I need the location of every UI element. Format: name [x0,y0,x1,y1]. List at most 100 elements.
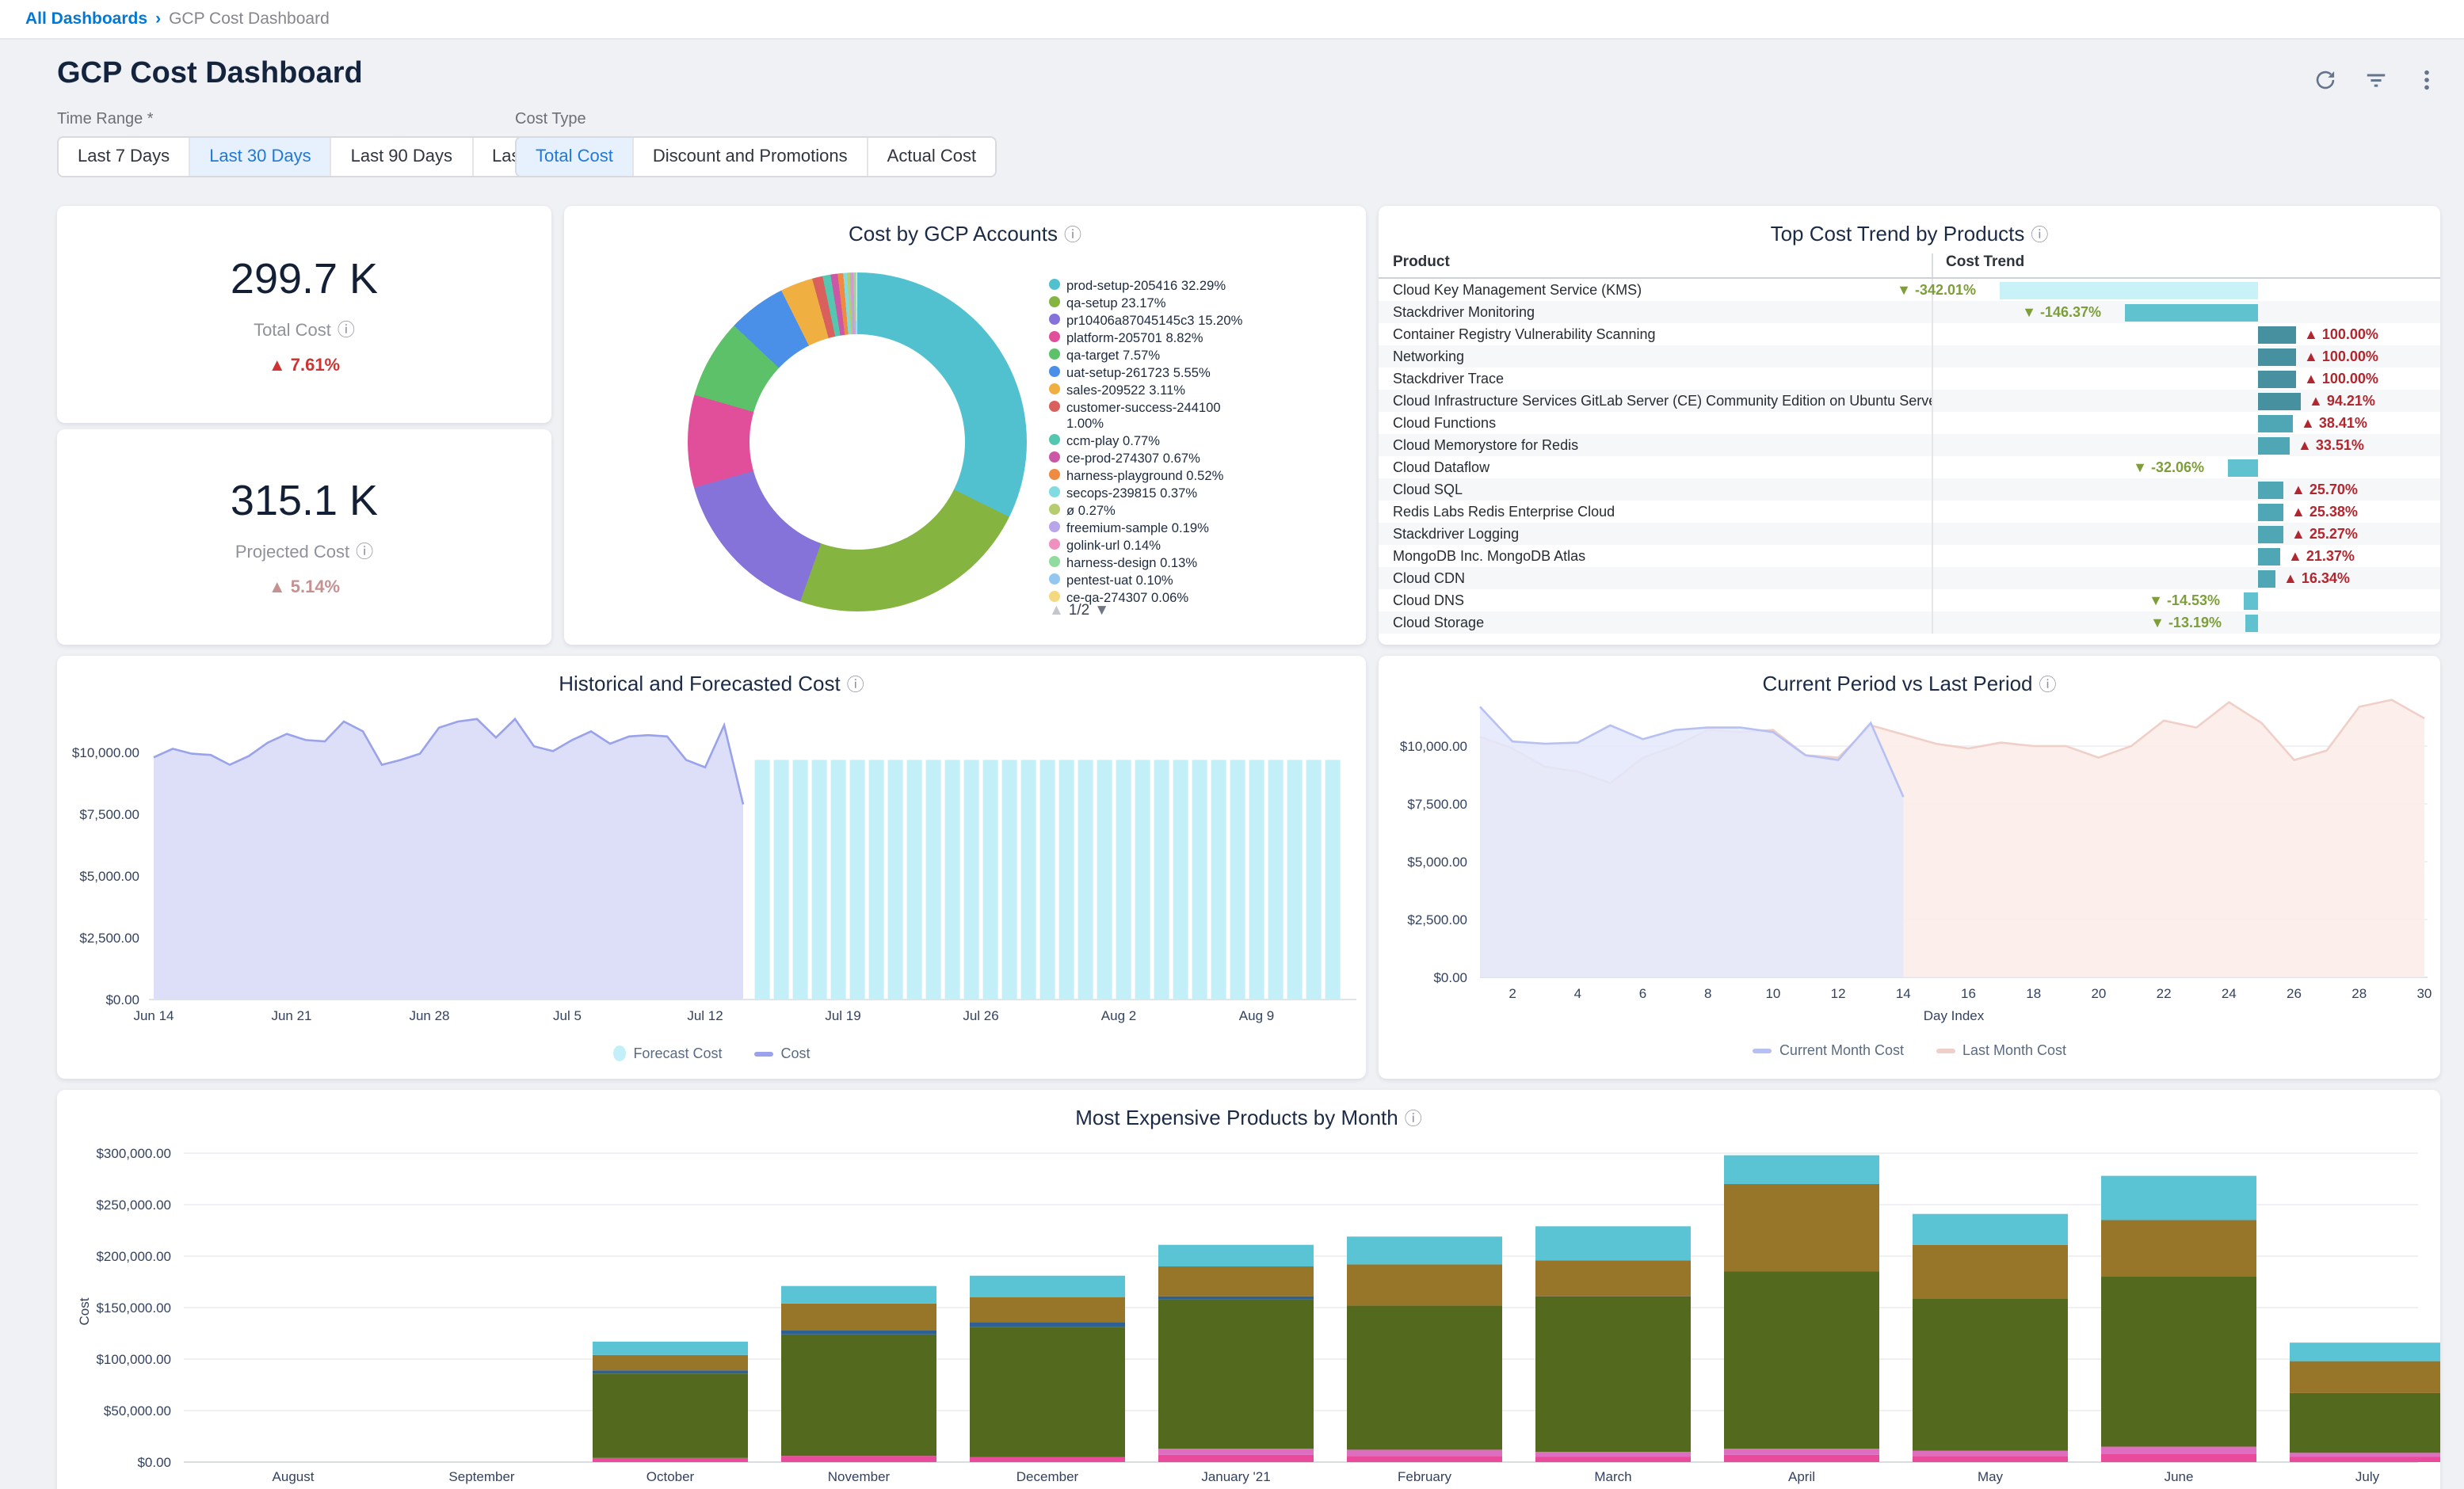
legend-last-month-cost[interactable]: Last Month Cost [1936,1042,2066,1058]
table-row[interactable]: Cloud Functions ▲ 38.41% [1379,412,2440,434]
historical-forecast-title: Historical and Forecasted Cost ⓘ [559,672,864,695]
table-row[interactable]: Cloud SQL ▲ 25.70% [1379,478,2440,501]
info-icon[interactable]: ⓘ [337,321,355,340]
filter-button[interactable] [2356,60,2394,98]
trend-bar [2258,547,2280,565]
trend-value: ▲ 33.51% [2298,437,2364,453]
svg-text:26: 26 [2287,986,2302,1001]
product-column-header[interactable]: Product [1393,253,1450,271]
current-vs-last-period-chart[interactable]: $10,000.00 $7,500.00 $5,000.00 $2,500.00 $0.… [1379,691,2440,1031]
table-row[interactable]: Redis Labs Redis Enterprise Cloud ▲ 25.38… [1379,501,2440,523]
breadcrumb-all-dashboards-link[interactable]: All Dashboards [25,10,148,29]
legend-page-down-icon[interactable]: ▼ [1094,602,1110,619]
time-range-last-90-days-button[interactable]: Last 90 Days [330,138,471,176]
breadcrumb: All Dashboards › GCP Cost Dashboard [0,0,2464,40]
table-row[interactable]: Cloud Storage ▼ -13.19% [1379,611,2440,634]
legend-current-month-cost[interactable]: Current Month Cost [1752,1042,1904,1058]
legend-item[interactable]: qa-target 7.57% [1049,347,1244,363]
legend-item[interactable]: ø 0.27% [1049,502,1244,518]
product-cell: Cloud DNS [1393,592,1465,608]
legend-item[interactable]: sales-209522 3.11% [1049,382,1244,398]
legend-dot-icon [1049,279,1060,290]
legend-item[interactable]: prod-setup-205416 32.29% [1049,277,1244,293]
table-row[interactable]: Stackdriver Monitoring ▼ -146.37% [1379,301,2440,323]
cost-trend-cell: ▼ -32.06% [1932,456,2440,478]
legend-item[interactable]: pr10406a87045145c3 15.20% [1049,312,1244,328]
cost-type-discount-promotions-button[interactable]: Discount and Promotions [631,138,867,176]
legend-page-up-icon[interactable]: ▲ [1049,602,1064,619]
trend-bar [2244,592,2258,609]
table-row[interactable]: Cloud Dataflow ▼ -32.06% [1379,456,2440,478]
table-row[interactable]: Networking ▲ 100.00% [1379,345,2440,367]
legend-item[interactable]: harness-playground 0.52% [1049,467,1244,483]
period-chart-legend: Current Month Cost Last Month Cost [1379,1042,2440,1058]
breadcrumb-chevron-icon: › [155,10,162,29]
table-row[interactable]: Stackdriver Trace ▲ 100.00% [1379,367,2440,390]
table-row[interactable]: MongoDB Inc. MongoDB Atlas ▲ 21.37% [1379,545,2440,567]
time-range-last-7-days-button[interactable]: Last 7 Days [59,138,189,176]
trend-bar [2245,614,2258,631]
time-range-last-30-days-button[interactable]: Last 30 Days [189,138,330,176]
svg-text:Jun 14: Jun 14 [133,1008,174,1023]
legend-item[interactable]: ce-prod-274307 0.67% [1049,450,1244,466]
cost-trend-cell: ▼ -14.53% [1932,589,2440,611]
table-row[interactable]: Stackdriver Logging ▲ 25.27% [1379,523,2440,545]
table-row[interactable]: Container Registry Vulnerability Scannin… [1379,323,2440,345]
monthly-stacked-bar-chart[interactable]: $0.00 $50,000.00 $100,000.00 $150,000.00 $20… [57,1090,2440,1489]
table-row[interactable]: Cloud Infrastructure Services GitLab Ser… [1379,390,2440,412]
svg-text:$0.00: $0.00 [1433,970,1467,985]
product-cell: Cloud Functions [1393,415,1497,431]
historical-forecast-chart[interactable]: $10,000.00 $7,500.00 $5,000.00 $2,500.00 $0.… [57,691,1366,1042]
legend-item[interactable]: secops-239815 0.37% [1049,485,1244,501]
table-row[interactable]: Cloud CDN ▲ 16.34% [1379,567,2440,589]
total-cost-label: Total Cost ⓘ [254,321,355,340]
refresh-button[interactable] [2306,60,2344,98]
legend-item[interactable]: freemium-sample 0.19% [1049,520,1244,535]
info-icon[interactable]: ⓘ [1064,227,1081,246]
time-range-label: Time Range * [57,111,154,128]
table-row[interactable]: Cloud DNS ▼ -14.53% [1379,589,2440,611]
legend-label: secops-239815 0.37% [1066,485,1198,501]
info-icon[interactable]: ⓘ [2031,227,2049,246]
legend-dot-icon [1049,451,1060,463]
forecast-cost-marker-icon [612,1045,626,1061]
kebab-menu-button[interactable] [2407,60,2445,98]
info-icon[interactable]: ⓘ [2039,676,2057,695]
cost-type-actual-cost-button[interactable]: Actual Cost [866,138,996,176]
trend-bar [2258,370,2296,387]
svg-text:$7,500.00: $7,500.00 [79,807,139,822]
info-icon[interactable]: ⓘ [356,543,374,562]
legend-item[interactable]: golink-url 0.14% [1049,537,1244,553]
svg-text:$0.00: $0.00 [105,992,139,1007]
legend-item[interactable]: platform-205701 8.82% [1049,329,1244,345]
svg-text:$300,000.00: $300,000.00 [96,1146,171,1161]
legend-item[interactable]: ccm-play 0.77% [1049,432,1244,448]
cost-type-total-cost-button[interactable]: Total Cost [517,138,632,176]
legend-item[interactable]: harness-design 0.13% [1049,554,1244,570]
info-icon[interactable]: ⓘ [846,676,864,695]
trend-bar [2258,326,2296,343]
table-row[interactable]: Cloud Memorystore for Redis ▲ 33.51% [1379,434,2440,456]
legend-label: harness-design 0.13% [1066,554,1198,570]
table-row[interactable]: Cloud Key Management Service (KMS) ▼ -342… [1379,279,2440,301]
product-cell: Cloud Key Management Service (KMS) [1393,282,1642,298]
legend-forecast-cost[interactable]: Forecast Cost [612,1045,723,1061]
svg-text:$2,500.00: $2,500.00 [1407,912,1467,927]
legend-item[interactable]: customer-success-244100 1.00% [1049,399,1244,431]
product-cell: Networking [1393,348,1465,364]
svg-text:8: 8 [1704,986,1711,1001]
cost-trend-column-header[interactable]: Cost Trend [1932,253,2440,277]
legend-item[interactable]: qa-setup 23.17% [1049,295,1244,310]
info-icon[interactable]: ⓘ [1404,1110,1422,1129]
legend-label: ø 0.27% [1066,502,1116,518]
legend-label: prod-setup-205416 32.29% [1066,277,1226,293]
trend-value: ▼ -13.19% [2150,615,2222,630]
filter-icon [2366,73,2385,86]
legend-cost[interactable]: Cost [753,1045,811,1061]
legend-item[interactable]: pentest-uat 0.10% [1049,572,1244,588]
legend-dot-icon [1049,556,1060,567]
legend-item[interactable]: uat-setup-261723 5.55% [1049,364,1244,380]
legend-label: customer-success-244100 1.00% [1066,399,1221,431]
legend-item[interactable]: ce-qa-274307 0.06% [1049,589,1244,605]
